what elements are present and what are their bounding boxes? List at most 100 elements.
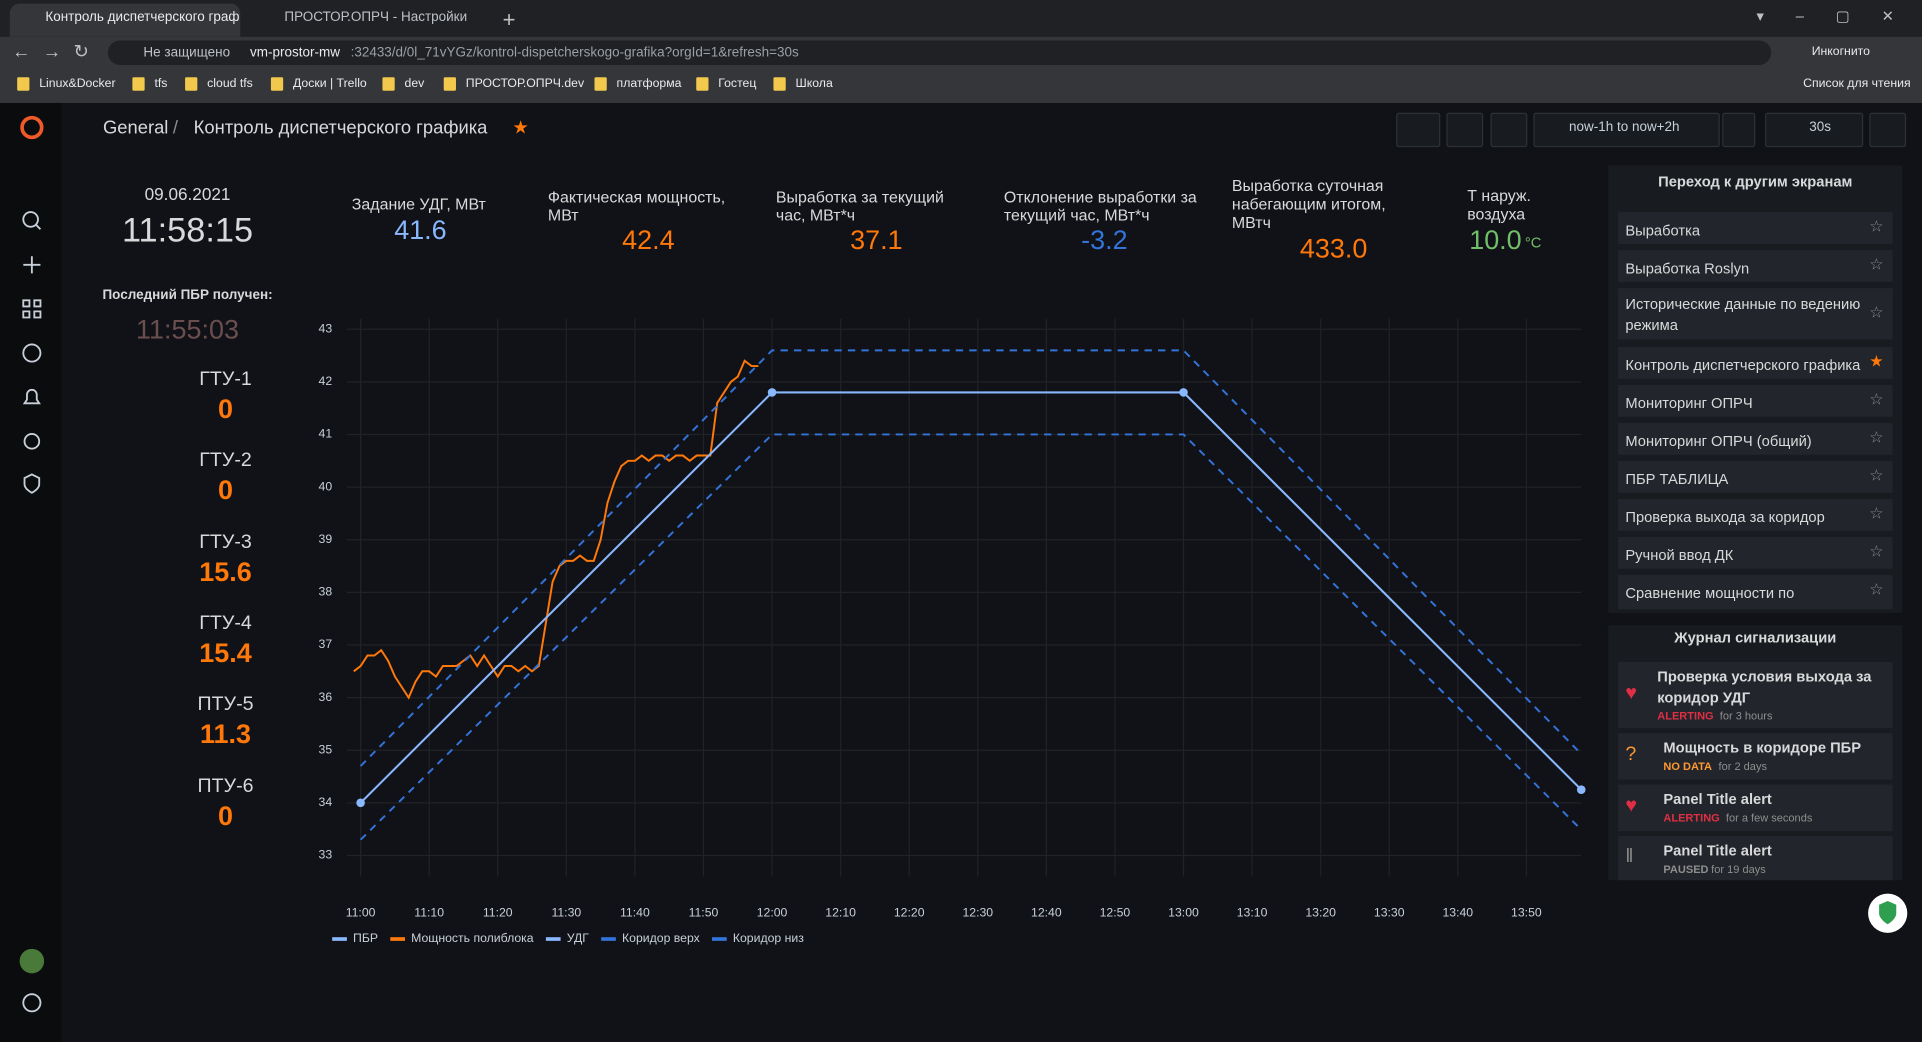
series-line bbox=[359, 391, 1582, 804]
alerts-title: Журнал сигнализации bbox=[1674, 628, 1837, 647]
bookmark[interactable]: tfs bbox=[154, 77, 168, 91]
unit-value: 0 bbox=[218, 474, 234, 506]
alert-icon[interactable] bbox=[22, 388, 41, 405]
link-item[interactable]: Ручной ввод ДК ☆ bbox=[1618, 536, 1893, 569]
link-star[interactable]: ☆ bbox=[1869, 465, 1884, 485]
omnibox[interactable] bbox=[107, 40, 1772, 65]
toolbar-button[interactable] bbox=[1533, 112, 1720, 148]
link-item[interactable]: Проверка выхода за коридор ☆ bbox=[1618, 498, 1893, 531]
y-tick-label: 36 bbox=[319, 690, 333, 704]
stat-label: Отклонение выработки за текущий час, МВт… bbox=[1003, 187, 1197, 225]
help-icon[interactable] bbox=[22, 993, 42, 1013]
stat-value: 41.6 bbox=[394, 214, 447, 246]
link-item[interactable]: Мониторинг ОПРЧ ☆ bbox=[1618, 384, 1893, 417]
x-tick-label: 12:50 bbox=[1100, 906, 1131, 920]
y-tick-label: 39 bbox=[319, 532, 333, 546]
active-tab[interactable] bbox=[9, 3, 241, 37]
bookmark[interactable]: cloud tfs bbox=[207, 77, 253, 91]
explore-icon[interactable] bbox=[22, 343, 42, 363]
link-item[interactable]: Выработка ☆ bbox=[1618, 212, 1893, 244]
x-tick-label: 13:10 bbox=[1237, 906, 1268, 920]
y-tick-label: 42 bbox=[319, 374, 333, 388]
link-item[interactable]: Контроль диспетчерского графика ★ bbox=[1618, 346, 1893, 379]
bookmark-icon bbox=[773, 77, 786, 91]
new-tab[interactable]: + bbox=[502, 7, 516, 32]
alert-item[interactable]: ♥ Panel Title alert ALERTING for a few seco… bbox=[1618, 784, 1893, 832]
tab-title[interactable]: Контроль диспетчерского граф bbox=[45, 9, 240, 25]
tab-strip bbox=[0, 0, 1922, 37]
stat-label: Задание УДГ, МВт bbox=[351, 194, 486, 214]
nav-buttons[interactable]: ←→↻ bbox=[12, 41, 102, 63]
toolbar-button[interactable] bbox=[1396, 112, 1441, 148]
legend-label: Коридор низ bbox=[733, 931, 804, 945]
toolbar-button[interactable] bbox=[1765, 112, 1864, 148]
link-text: Мониторинг ОПРЧ bbox=[1625, 394, 1753, 412]
dashboards-icon[interactable] bbox=[22, 299, 42, 319]
link-item[interactable]: ПБР ТАБЛИЦА ☆ bbox=[1618, 460, 1893, 493]
bookmark[interactable]: Школа bbox=[795, 77, 833, 91]
security-badge[interactable] bbox=[1867, 892, 1909, 934]
alert-item[interactable]: ♥ Проверка условия выхода за коридор УДГ A… bbox=[1618, 661, 1893, 729]
stat-value: 10.0 bbox=[1469, 224, 1522, 255]
alert-item[interactable]: ‖ Panel Title alert PAUSED for 19 days bbox=[1618, 836, 1893, 881]
refresh-interval[interactable]: 30s bbox=[1809, 120, 1831, 135]
avatar[interactable] bbox=[19, 948, 45, 974]
stat-value: 433.0 bbox=[1299, 232, 1368, 264]
time-range[interactable]: now-1h to now+2h bbox=[1568, 120, 1680, 135]
link-item[interactable]: Исторические данные по ведению режима ☆ bbox=[1618, 288, 1893, 340]
link-text: ПБР ТАБЛИЦА bbox=[1625, 470, 1729, 488]
profile[interactable]: Инкогнито bbox=[1811, 45, 1870, 59]
x-tick-label: 11:50 bbox=[689, 906, 719, 920]
dashboard-title[interactable]: Контроль диспетчерского графика bbox=[193, 117, 488, 139]
alert-item[interactable]: ? Мощность в коридоре ПБР NO DATA for 2 day… bbox=[1618, 733, 1893, 780]
bookmark[interactable]: dev bbox=[404, 77, 425, 91]
bookmark[interactable]: ПРОСТОР.ОПРЧ.dev bbox=[465, 77, 585, 91]
link-star[interactable]: ☆ bbox=[1869, 503, 1884, 523]
bookmark[interactable]: Доски | Trello bbox=[292, 77, 367, 91]
toolbar-button[interactable] bbox=[1490, 112, 1528, 148]
link-star[interactable]: ☆ bbox=[1869, 389, 1884, 409]
link-star[interactable]: ☆ bbox=[1869, 579, 1884, 599]
alert-since: for a few seconds bbox=[1725, 811, 1813, 824]
y-tick-label: 35 bbox=[319, 742, 333, 756]
series-line bbox=[353, 359, 759, 700]
legend-label: Мощность полиблока bbox=[411, 931, 534, 945]
alert-state: ALERTING bbox=[1657, 709, 1714, 723]
unit-name: ГТУ-4 bbox=[199, 612, 252, 634]
window-controls[interactable]: ▾–▢✕ bbox=[1756, 7, 1922, 25]
settings-icon[interactable] bbox=[23, 433, 41, 450]
nav-icons bbox=[19, 115, 45, 1013]
link-item[interactable]: Сравнение мощности по ☆ bbox=[1618, 574, 1893, 610]
link-star[interactable]: ★ bbox=[1869, 351, 1884, 371]
unit-name: ГТУ-3 bbox=[199, 531, 252, 553]
bookmark[interactable]: Linux&Docker bbox=[39, 77, 116, 91]
toolbar-button[interactable] bbox=[1869, 112, 1907, 148]
create-icon[interactable] bbox=[23, 256, 41, 274]
link-star[interactable]: ☆ bbox=[1869, 302, 1884, 322]
y-tick-label: 41 bbox=[319, 427, 333, 441]
link-star[interactable]: ☆ bbox=[1869, 254, 1884, 274]
link-star[interactable]: ☆ bbox=[1869, 541, 1884, 561]
logo[interactable] bbox=[20, 115, 44, 140]
link-star[interactable]: ☆ bbox=[1869, 427, 1884, 447]
link-item[interactable]: Мониторинг ОПРЧ (общий) ☆ bbox=[1618, 422, 1893, 455]
reading-list[interactable]: Список для чтения bbox=[1803, 77, 1911, 91]
toolbar-button[interactable] bbox=[1722, 112, 1756, 148]
tab-title[interactable]: ПРОСТОР.ОПРЧ - Настройки bbox=[284, 9, 468, 25]
shield-icon[interactable] bbox=[23, 473, 41, 494]
search-icon[interactable] bbox=[22, 211, 39, 228]
link-item[interactable]: Выработка Roslyn ☆ bbox=[1618, 250, 1893, 282]
link-star[interactable]: ☆ bbox=[1869, 216, 1884, 236]
breadcrumb-folder[interactable]: General bbox=[102, 117, 169, 139]
x-tick-label: 12:40 bbox=[1031, 906, 1062, 920]
bookmark[interactable]: платформа bbox=[616, 77, 682, 91]
unit-name: ГТУ-2 bbox=[199, 450, 252, 472]
stat-label: Т наруж. воздуха bbox=[1467, 186, 1531, 224]
unit-value: 11.3 bbox=[200, 718, 252, 750]
bookmark[interactable]: Гостец bbox=[718, 77, 757, 91]
alert-since: for 3 hours bbox=[1719, 709, 1773, 723]
x-tick-label: 12:00 bbox=[757, 906, 788, 920]
toolbar-button[interactable] bbox=[1446, 112, 1484, 148]
